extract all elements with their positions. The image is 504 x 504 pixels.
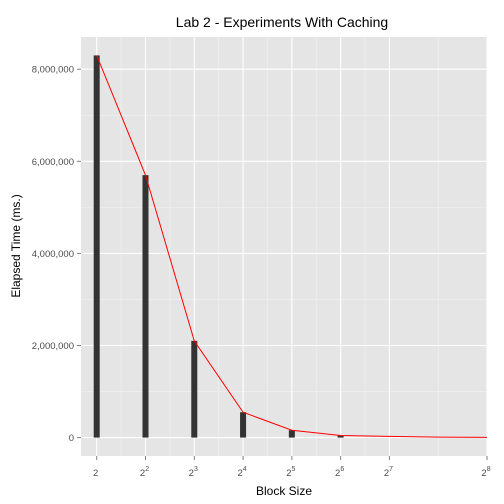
x-tick-label: 2 [93,468,98,479]
bar-8 [191,340,198,438]
x-tick-label: 26 [335,466,344,479]
y-tick-label: 2,000,000 [32,341,74,352]
bars [93,55,344,438]
x-axis-title: Block Size [256,484,312,498]
y-axis: 0 2,000,000 4,000,000 6,000,000 8,000,000 [32,65,81,444]
series-line [96,55,488,438]
x-tick-label: 28 [481,466,490,479]
grid-minor [81,37,487,456]
bar-64 [337,435,344,438]
y-tick-label: 8,000,000 [32,65,74,76]
x-tick-label: 27 [384,466,393,479]
y-tick-label: 0 [69,433,74,444]
x-tick-label: 24 [237,466,246,479]
x-tick-label: 23 [189,466,198,479]
y-axis-title: Elapsed Time (ms.) [9,194,23,297]
x-tick-label: 25 [286,466,295,479]
plot-panel [81,37,487,456]
bar-16 [240,412,247,438]
y-tick-label: 6,000,000 [32,157,74,168]
y-tick-label: 4,000,000 [32,249,74,260]
chart-title: Lab 2 - Experiments With Caching [176,14,388,30]
x-axis: 2 22 23 24 25 26 27 28 [93,456,491,479]
bar-4 [142,175,149,438]
bar-32 [288,430,295,438]
x-tick-label: 22 [140,466,149,479]
bar-2 [93,55,100,438]
